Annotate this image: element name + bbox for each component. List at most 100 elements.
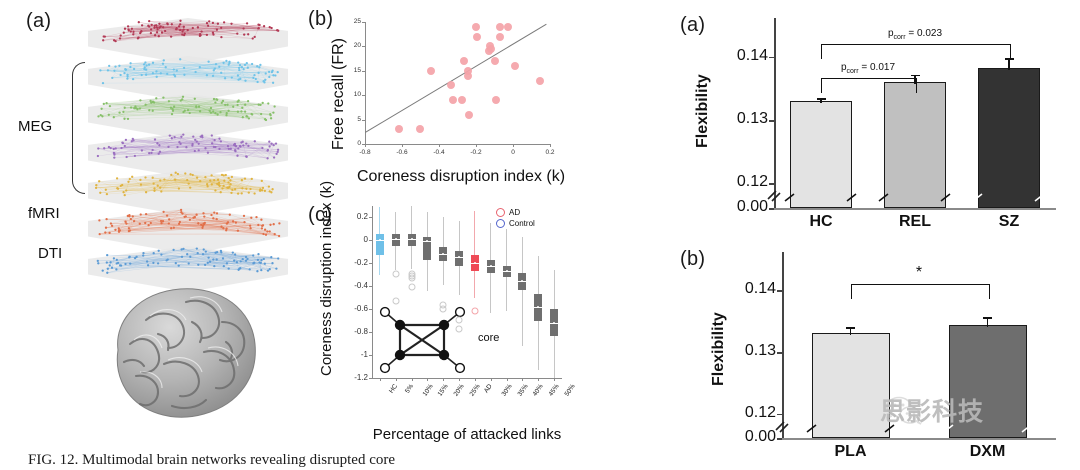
panel-c-xtick-label-50%: 50% <box>563 383 577 398</box>
panel-a-multilayer: (a) MEG fMRI DTI <box>0 0 300 450</box>
panel-c-yaxis <box>372 206 373 378</box>
bar-PLA[interactable] <box>811 333 890 438</box>
bar-category-label-PLA: PLA <box>834 443 867 460</box>
errorbar-cap-PLA <box>846 327 855 329</box>
bar-SZ[interactable] <box>978 68 1040 208</box>
panel-right-a-sig-label-0: pcorr = 0.017 <box>808 62 928 75</box>
errorbar-cap-REL <box>910 74 920 77</box>
panel-right-a-ylabel: Flexibility <box>694 74 711 148</box>
layer-network-graph <box>97 95 276 122</box>
panel-right-a-bar-break <box>784 189 796 202</box>
scatter-point <box>495 22 504 31</box>
boxplot-plot-area <box>372 206 562 378</box>
panel-c-xtick-label-40%: 40% <box>531 383 546 398</box>
panel-right-a-ytick-mark <box>769 56 774 59</box>
panel-c-letter: (c) <box>308 204 333 226</box>
brain-surface-icon <box>116 288 256 418</box>
panel-right-b-xaxis <box>782 438 1056 440</box>
scatter-point <box>511 61 520 70</box>
legend-label-control: Control <box>509 219 535 228</box>
boxplot-outlier <box>455 316 463 324</box>
p-value: = 0.023 <box>905 28 943 39</box>
panel-right-a-bar-break <box>940 189 952 202</box>
panel-c-ytick-mark <box>369 309 372 311</box>
panel-b-ytick-label: 0 <box>357 140 361 147</box>
panel-right-b-axis-break <box>775 420 791 433</box>
panel-b-ytick-label: 5 <box>357 115 361 123</box>
scatter-point <box>447 81 456 90</box>
panel-c-ytick-label: -1.2 <box>354 373 368 382</box>
layer-network-graph <box>102 19 280 43</box>
panel-b-xtick-mark <box>550 144 551 147</box>
boxplot-mean <box>394 238 397 241</box>
legend-label-ad: AD <box>509 208 521 217</box>
p-symbol: p <box>887 28 894 39</box>
core-periphery-network-icon <box>379 306 466 374</box>
panel-right-b-ytick-mark <box>777 351 782 354</box>
bar-REL[interactable] <box>884 82 946 208</box>
panel-c-ytick-mark <box>369 240 372 242</box>
panel-right-b-ytick-mark <box>777 290 782 292</box>
panel-right-b-bar-break <box>943 420 955 433</box>
panel-right-a-ytick-label: 0.13 <box>736 110 768 128</box>
modality-label-dti: DTI <box>38 245 63 262</box>
panel-c-ytick-label: -0.4 <box>354 281 368 291</box>
panel-c-ytick-label: -1 <box>360 350 368 360</box>
panel-b-xtick-mark <box>439 144 440 147</box>
boxplot-outlier <box>408 274 416 282</box>
panel-right-a-axis-break <box>767 189 783 202</box>
errorbar-cap-DXM <box>983 317 992 320</box>
panel-c-xtick-label-15%: 15% <box>436 383 451 398</box>
panel-c-ytick-label: -0.6 <box>354 304 368 314</box>
panel-c-xtick-label-30%: 30% <box>500 383 514 398</box>
panel-c-xtick-mark <box>379 378 381 381</box>
panel-right-a-ytick-mark <box>769 120 774 122</box>
panel-c-xtick-mark <box>411 378 413 381</box>
scatter-point <box>448 96 457 105</box>
boxplot-outlier <box>455 325 463 333</box>
p-symbol: p <box>840 62 847 73</box>
panel-c-xlabel: Percentage of attacked links <box>372 426 562 443</box>
layer-network-graph <box>99 58 279 85</box>
panel-c-xtick-label-HC: HC <box>387 383 400 395</box>
panel-b-xtick-mark <box>476 144 477 147</box>
panel-c-ylabel: Coreness disruption index (k) <box>318 181 335 376</box>
scatter-point <box>490 57 499 66</box>
scatter-point <box>491 96 500 105</box>
scatter-point <box>415 125 424 134</box>
panel-right-b-bars: (b) Flexibility 0.14 0.13 0.12 0.00 PLA DXM * <box>672 238 1080 470</box>
scatter-point <box>464 66 473 75</box>
boxplot-outlier <box>471 307 479 315</box>
panel-right-b-ytick-mark <box>777 438 782 440</box>
panel-right-a-yaxis <box>774 18 776 208</box>
panel-c-boxplot: (c) Coreness disruption index (k) AD Con… <box>300 181 610 458</box>
panel-c-xtick-mark <box>506 378 508 381</box>
panel-right-a-sig-bracket-1 <box>821 44 1011 59</box>
panel-b-xtick-label: -0.6 <box>396 149 408 156</box>
errorbar-PLA <box>849 327 852 336</box>
boxplot-mean <box>458 256 461 259</box>
panel-right-b-letter: (b) <box>680 248 706 270</box>
panel-b-ytick-mark <box>362 144 365 145</box>
boxplot-mean <box>473 262 476 265</box>
bar-HC[interactable] <box>790 101 852 208</box>
panel-b-ytick-mark <box>362 46 365 48</box>
scatter-plot-area <box>365 22 550 144</box>
panel-right-b-bar-break <box>884 420 896 433</box>
bar-DXM[interactable] <box>948 325 1027 438</box>
network-layer-1 <box>88 18 288 76</box>
panel-right-b-bar-break <box>1021 420 1033 433</box>
boxplot-whisker <box>474 210 476 298</box>
errorbar-cap-SZ <box>1004 58 1014 60</box>
panel-c-ytick-label: 0 <box>363 235 368 245</box>
panel-right-a-xaxis <box>774 208 1056 210</box>
panel-c-ytick-label: -0.2 <box>354 258 368 268</box>
p-subscript: corr <box>846 68 859 75</box>
panel-right-a-sig-label-1: pcorr = 0.023 <box>855 28 975 41</box>
panel-right-a-bar-break <box>846 189 858 202</box>
panel-right-b-bar-break <box>806 420 818 433</box>
boxplot-mean <box>442 252 445 255</box>
panel-c-xtick-label-45%: 45% <box>547 383 561 398</box>
watermark-text: 思影科技 <box>880 397 985 426</box>
scatter-point <box>471 22 480 31</box>
